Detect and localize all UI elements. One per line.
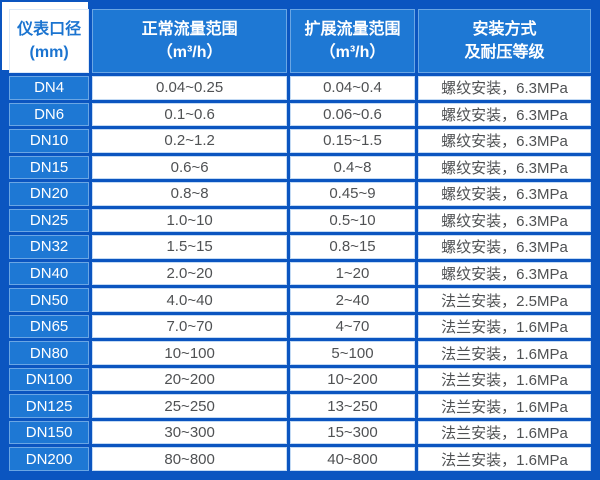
table-row: DN25 1.0~10 0.5~10 螺纹安装，6.3MPa <box>9 208 591 233</box>
installation-cell: 螺纹安装，6.3MPa <box>417 208 591 233</box>
table-row: DN65 7.0~70 4~70 法兰安装，1.6MPa <box>9 314 591 339</box>
extended-range-cell: 10~200 <box>290 367 415 392</box>
header-line1: 扩展流量范围 <box>304 20 401 38</box>
table-row: DN15 0.6~6 0.4~8 螺纹安装，6.3MPa <box>9 155 591 180</box>
table-row: DN125 25~250 13~250 法兰安装，1.6MPa <box>9 394 591 418</box>
installation-cell: 螺纹安装，6.3MPa <box>417 235 591 259</box>
column-header-normal_range: 正常流量范围 （m³/h） <box>92 9 288 73</box>
normal-range-cell: 25~250 <box>92 394 288 418</box>
table-row: DN10 0.2~1.2 0.15~1.5 螺纹安装，6.3MPa <box>9 129 591 153</box>
table-row: DN4 0.04~0.25 0.04~0.4 螺纹安装，6.3MPa <box>9 76 591 100</box>
diameter-cell: DN25 <box>9 208 90 233</box>
extended-range-cell: 13~250 <box>290 394 415 418</box>
extended-range-cell: 4~70 <box>290 314 415 339</box>
table-row: DN200 80~800 40~800 法兰安装，1.6MPa <box>9 447 591 471</box>
extended-range-cell: 0.5~10 <box>290 208 415 233</box>
installation-cell: 法兰安装，1.6MPa <box>417 341 591 365</box>
extended-range-cell: 1~20 <box>290 261 415 286</box>
normal-range-cell: 0.8~8 <box>92 182 288 206</box>
installation-cell: 法兰安装，1.6MPa <box>417 394 591 418</box>
normal-range-cell: 30~300 <box>92 420 288 445</box>
extended-range-cell: 0.8~15 <box>290 235 415 259</box>
normal-range-cell: 20~200 <box>92 367 288 392</box>
extended-range-cell: 0.15~1.5 <box>290 129 415 153</box>
diameter-cell: DN6 <box>9 102 90 127</box>
installation-cell: 法兰安装，1.6MPa <box>417 314 591 339</box>
extended-range-cell: 0.45~9 <box>290 182 415 206</box>
diameter-cell: DN40 <box>9 261 90 286</box>
installation-cell: 法兰安装，1.6MPa <box>417 420 591 445</box>
diameter-cell: DN125 <box>9 394 90 418</box>
extended-range-cell: 40~800 <box>290 447 415 471</box>
header-line2: （m³/h） <box>319 44 386 61</box>
extended-range-cell: 0.06~0.6 <box>290 102 415 127</box>
flow-range-table: 仪表口径 (mm) 正常流量范围 （m³/h） 扩展流量范围 （m³/h） 安装方式及耐压等… <box>6 6 594 474</box>
header-line2: 及耐压等级 <box>464 44 545 61</box>
table-row: DN6 0.1~0.6 0.06~0.6 螺纹安装，6.3MPa <box>9 102 591 127</box>
diameter-cell: DN150 <box>9 420 90 445</box>
table-row: DN20 0.8~8 0.45~9 螺纹安装，6.3MPa <box>9 182 591 206</box>
diameter-cell: DN50 <box>9 288 90 312</box>
diameter-cell: DN100 <box>9 367 90 392</box>
diameter-cell: DN80 <box>9 341 90 365</box>
header-line2: (mm) <box>29 44 69 61</box>
diameter-cell: DN20 <box>9 182 90 206</box>
normal-range-cell: 1.0~10 <box>92 208 288 233</box>
normal-range-cell: 0.1~0.6 <box>92 102 288 127</box>
table-header-row: 仪表口径 (mm) 正常流量范围 （m³/h） 扩展流量范围 （m³/h） 安装方式及耐压等… <box>9 9 591 73</box>
extended-range-cell: 0.4~8 <box>290 155 415 180</box>
diameter-cell: DN15 <box>9 155 90 180</box>
header-line2: （m³/h） <box>156 44 223 61</box>
table-row: DN32 1.5~15 0.8~15 螺纹安装，6.3MPa <box>9 235 591 259</box>
extended-range-cell: 15~300 <box>290 420 415 445</box>
extended-range-cell: 2~40 <box>290 288 415 312</box>
normal-range-cell: 10~100 <box>92 341 288 365</box>
normal-range-cell: 0.04~0.25 <box>92 76 288 100</box>
installation-cell: 螺纹安装，6.3MPa <box>417 182 591 206</box>
normal-range-cell: 80~800 <box>92 447 288 471</box>
installation-cell: 螺纹安装，6.3MPa <box>417 76 591 100</box>
extended-range-cell: 5~100 <box>290 341 415 365</box>
table-row: DN100 20~200 10~200 法兰安装，1.6MPa <box>9 367 591 392</box>
diameter-cell: DN200 <box>9 447 90 471</box>
installation-cell: 螺纹安装，6.3MPa <box>417 155 591 180</box>
header-line1: 正常流量范围 <box>141 20 238 38</box>
normal-range-cell: 7.0~70 <box>92 314 288 339</box>
table-row: DN150 30~300 15~300 法兰安装，1.6MPa <box>9 420 591 445</box>
diameter-cell: DN32 <box>9 235 90 259</box>
installation-cell: 螺纹安装，6.3MPa <box>417 129 591 153</box>
normal-range-cell: 0.6~6 <box>92 155 288 180</box>
installation-cell: 螺纹安装，6.3MPa <box>417 261 591 286</box>
normal-range-cell: 4.0~40 <box>92 288 288 312</box>
diameter-cell: DN4 <box>9 76 90 100</box>
normal-range-cell: 1.5~15 <box>92 235 288 259</box>
column-header-extended_range: 扩展流量范围 （m³/h） <box>290 9 415 73</box>
installation-cell: 法兰安装，2.5MPa <box>417 288 591 312</box>
table-row: DN50 4.0~40 2~40 法兰安装，2.5MPa <box>9 288 591 312</box>
table-row: DN40 2.0~20 1~20 螺纹安装，6.3MPa <box>9 261 591 286</box>
column-header-diameter: 仪表口径 (mm) <box>9 9 90 73</box>
installation-cell: 法兰安装，1.6MPa <box>417 447 591 471</box>
normal-range-cell: 2.0~20 <box>92 261 288 286</box>
header-line1: 仪表口径 <box>17 20 82 38</box>
header-line1: 安装方式 <box>472 20 537 38</box>
normal-range-cell: 0.2~1.2 <box>92 129 288 153</box>
diameter-cell: DN10 <box>9 129 90 153</box>
diameter-cell: DN65 <box>9 314 90 339</box>
installation-cell: 螺纹安装，6.3MPa <box>417 102 591 127</box>
table-row: DN80 10~100 5~100 法兰安装，1.6MPa <box>9 341 591 365</box>
column-header-installation: 安装方式 及耐压等级 <box>417 9 591 73</box>
extended-range-cell: 0.04~0.4 <box>290 76 415 100</box>
installation-cell: 法兰安装，1.6MPa <box>417 367 591 392</box>
